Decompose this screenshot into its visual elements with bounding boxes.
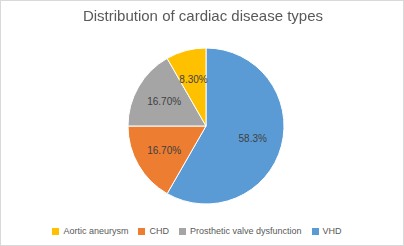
svg-text:16.70%: 16.70% xyxy=(147,96,181,107)
svg-text:58.3%: 58.3% xyxy=(239,133,267,144)
html-text:CHD: CHD xyxy=(149,226,169,236)
svg-text:8.30%: 8.30% xyxy=(179,74,207,85)
svg-text:16.70%: 16.70% xyxy=(147,145,181,156)
html-text:Aortic aneurysm: Aortic aneurysm xyxy=(63,226,129,236)
html-text:Distribution of cardiac diseas: Distribution of cardiac disease types xyxy=(82,7,324,24)
html-text:Prosthetic valve dysfunction: Prosthetic valve dysfunction xyxy=(190,226,302,236)
html-text:VHD: VHD xyxy=(322,226,342,236)
